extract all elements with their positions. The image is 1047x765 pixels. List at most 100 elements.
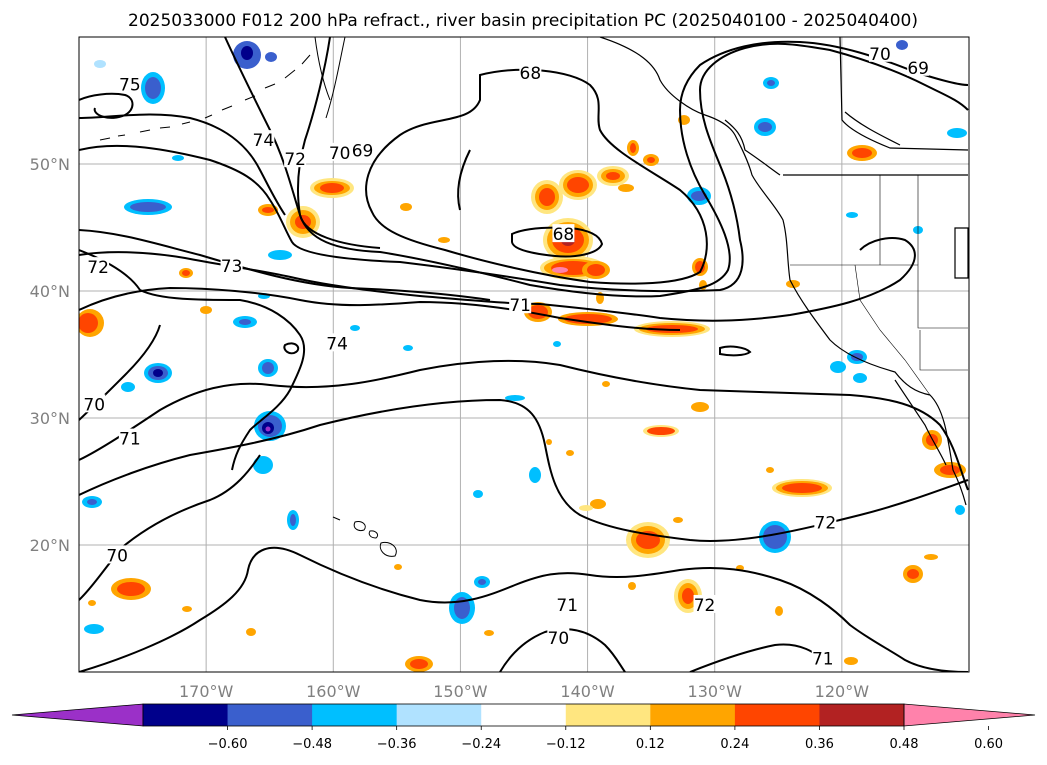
refractivity-contours (79, 37, 969, 672)
svg-text:72: 72 (694, 596, 716, 616)
svg-text:71: 71 (509, 296, 531, 316)
colorbar-tick-label: 0.36 (805, 737, 834, 752)
lon-tick-label: 160°W (306, 682, 361, 701)
svg-text:69: 69 (907, 59, 929, 79)
coastlines (599, 37, 969, 506)
colorbar-segment (143, 704, 229, 726)
contour-label: 70 (106, 545, 129, 566)
svg-text:72: 72 (87, 258, 109, 278)
contour-label: 68 (552, 224, 575, 245)
contour-label: 73 (220, 255, 243, 277)
colorbar-segment (650, 704, 736, 726)
colorbar-extend-high (903, 703, 1036, 727)
svg-text:74: 74 (253, 131, 275, 151)
svg-text:71: 71 (556, 596, 578, 616)
map-frame (78, 36, 970, 673)
contour-69 (296, 37, 381, 249)
colorbar-tick-label: 0.60 (974, 737, 1003, 752)
contour-label: 70 (83, 394, 106, 415)
contour-small (283, 342, 300, 355)
contour-label: 74 (326, 333, 349, 354)
svg-text:68: 68 (553, 225, 575, 245)
svg-text:72: 72 (815, 513, 837, 533)
colorbar-segment (481, 704, 567, 726)
contour-70f (457, 149, 471, 211)
contour-label: 71 (811, 648, 834, 669)
lat-tick-label: 40°N (30, 282, 70, 301)
contour-68a (365, 68, 708, 285)
lat-tick-label: 30°N (30, 409, 70, 428)
contour-73 (79, 229, 491, 301)
svg-text:70: 70 (329, 144, 351, 164)
svg-text:68: 68 (520, 64, 542, 84)
contour-70e (499, 628, 626, 672)
contour-label: 68 (519, 62, 542, 84)
contour-label: 71 (509, 295, 532, 316)
colorbar-extend-low (11, 703, 144, 727)
contour-label: 74 (252, 130, 275, 151)
colorbar-tick-label: 0.24 (720, 737, 749, 752)
colorbar (11, 703, 1036, 727)
colorbar-segment (734, 704, 820, 726)
contour-label: 72 (284, 149, 307, 170)
colorbar-tick-label: 0.12 (636, 737, 665, 752)
precip-negative-area (82, 40, 967, 634)
colorbar-tick-label: −0.12 (546, 737, 586, 752)
contour-74b (79, 249, 306, 471)
colorbar-segment (227, 704, 313, 726)
colorbar-segment (819, 704, 905, 726)
contour-label: 72 (814, 512, 837, 533)
contour-label: 72 (87, 257, 110, 278)
svg-text:70: 70 (83, 395, 105, 415)
colorbar-tick-label: −0.60 (208, 737, 248, 752)
colorbar-tick-label: −0.36 (377, 737, 417, 752)
svg-text:71: 71 (812, 649, 834, 669)
colorbar-segment (396, 704, 482, 726)
colorbar-tick-label: −0.24 (461, 737, 501, 752)
aleutian-islands (99, 37, 346, 141)
svg-text:70: 70 (106, 546, 128, 566)
contour-72b (79, 286, 681, 331)
svg-text:72: 72 (284, 150, 306, 170)
latitude-tick-labels: 50°N 40°N 30°N 20°N (30, 155, 70, 555)
lon-tick-label: 140°W (560, 682, 615, 701)
colorbar-tick-label: −0.48 (292, 737, 332, 752)
contour-68b (511, 226, 604, 258)
lon-tick-label: 120°W (815, 682, 870, 701)
contour-label: 71 (556, 594, 579, 616)
colorbar-tick-labels: −0.60 −0.48 −0.36 −0.24 −0.12 0.12 0.24 0.36 0.4… (208, 726, 1003, 752)
hawaii-islands (332, 516, 397, 557)
contour-label: 71 (118, 428, 141, 450)
figure-title: 2025033000 F012 200 hPa refract., river … (128, 11, 918, 31)
contour-label: 69 (351, 140, 374, 161)
colorbar-segment (312, 704, 398, 726)
colorbar-tick-label: 0.48 (890, 737, 919, 752)
contour-coastal (719, 345, 752, 357)
svg-text:73: 73 (221, 257, 243, 277)
lon-tick-label: 150°W (433, 682, 488, 701)
lon-tick-label: 130°W (688, 682, 743, 701)
contour-label: 70 (547, 627, 570, 649)
graticule (79, 37, 969, 672)
contour-label: 70 (328, 142, 351, 164)
contour-74 (79, 113, 286, 216)
svg-text:70: 70 (548, 629, 570, 649)
contour-70d (79, 546, 969, 672)
lat-tick-label: 50°N (30, 155, 70, 174)
contour-label: 69 (907, 57, 930, 79)
longitude-tick-labels: 170°W 160°W 150°W 140°W 130°W 120°W (179, 682, 869, 701)
contour-70c (79, 454, 261, 601)
svg-text:75: 75 (119, 75, 141, 95)
svg-text:69: 69 (352, 141, 374, 161)
svg-text:71: 71 (119, 430, 141, 450)
svg-text:70: 70 (869, 45, 891, 65)
contour-label: 72 (693, 594, 716, 616)
contour-label: 70 (869, 43, 891, 65)
contour-72 (79, 42, 969, 293)
svg-text:74: 74 (326, 334, 348, 354)
contour-71b (79, 359, 969, 491)
precip-positive-area (88, 381, 966, 672)
